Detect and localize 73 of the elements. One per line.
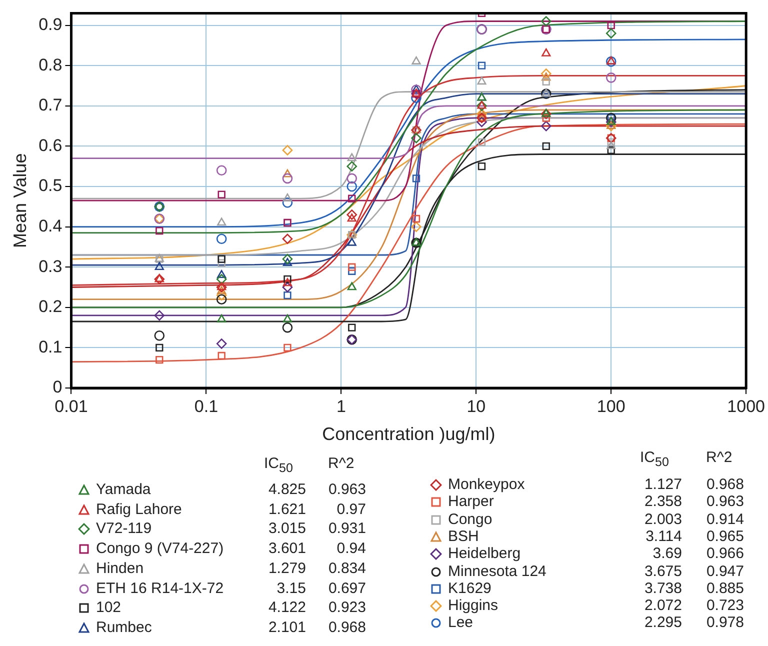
x-tick-label: 1 [336,396,346,416]
text: 3.015 [268,520,306,538]
y-tick-label: 0 [52,378,62,397]
x-tick-label: 10 [466,396,486,416]
text: 0.965 [706,528,744,546]
text: 3.601 [268,540,306,558]
text: 0.97 [336,500,366,519]
legend-label: Lee [448,614,474,632]
text: 3.69 [652,545,682,564]
legend-label: Monkeypox [448,476,525,494]
legend-label: Congo 9 (V74-227) [96,540,224,558]
text: 3.675 [644,562,682,580]
legend-label: ETH 16 R14-1X-72 [96,580,224,598]
y-tick-label: 0.2 [38,297,62,316]
text: 0.834 [328,560,366,578]
legend-label: K1629 [448,580,492,598]
text: IC$_{50}$ [640,449,669,471]
legend-label: Rumbec [96,618,152,637]
y-tick-label: 0.3 [38,256,62,276]
text: 0.931 [328,520,366,538]
text: 0.923 [328,599,366,618]
text: 0.963 [706,493,744,512]
text: 2.072 [644,597,682,616]
y-tick-label: 0.1 [38,337,62,356]
legend-label: Rafig Lahore [96,500,182,519]
text: R^2 [706,449,732,467]
text: 0.885 [706,580,744,598]
x-tick-label: 0.01 [54,396,88,416]
legend-label: Higgins [448,597,498,616]
text: 2.101 [268,618,306,637]
legend-label: Minnesota 124 [448,562,546,580]
text: 3.15 [276,580,306,598]
text: 4.122 [268,599,306,618]
legend-label: Hinden [96,560,144,578]
y-tick-label: 0.9 [38,14,62,34]
legend-label: Yamada [96,481,151,499]
text: 1.127 [644,476,682,494]
text: R^2 [328,455,354,473]
y-axis-title: Mean Value [10,153,30,248]
y-tick-label: 0.6 [38,136,62,155]
legend-label: Harper [448,493,494,512]
text: 0.963 [328,481,366,499]
y-tick-label: 0.5 [38,176,62,196]
text: 0.968 [706,476,744,494]
legend-label: BSH [448,528,479,546]
text: 2.295 [644,614,682,632]
text: 2.358 [644,493,682,512]
text: 0.966 [706,545,744,564]
text: 3.738 [644,580,682,598]
text: 0.947 [706,562,744,580]
text: 1.279 [268,560,306,578]
x-tick-label: 0.1 [194,396,218,416]
text: 0.978 [706,614,744,632]
text: 0.968 [328,618,366,637]
text: 0.697 [328,580,366,598]
x-tick-label: 1000 [727,396,766,416]
text: 0.914 [706,510,744,529]
text: 4.825 [268,481,306,499]
x-axis-title: Concentration )ug/ml) [322,424,496,444]
text: 2.003 [644,510,682,529]
legend-label: 102 [96,599,122,618]
y-tick-label: 0.7 [38,96,62,115]
text: 0.94 [336,540,366,558]
text: 1.621 [268,500,306,519]
text: IC$_{50}$ [264,455,293,477]
text: 3.114 [646,528,682,546]
y-tick-label: 0.8 [38,55,62,74]
legend-label: Congo [448,510,492,529]
legend-label: Heidelberg [448,545,521,564]
text: 0.723 [706,597,744,616]
x-tick-label: 100 [596,396,626,416]
y-tick-label: 0.4 [38,216,62,236]
legend-label: V72-119 [96,520,152,538]
